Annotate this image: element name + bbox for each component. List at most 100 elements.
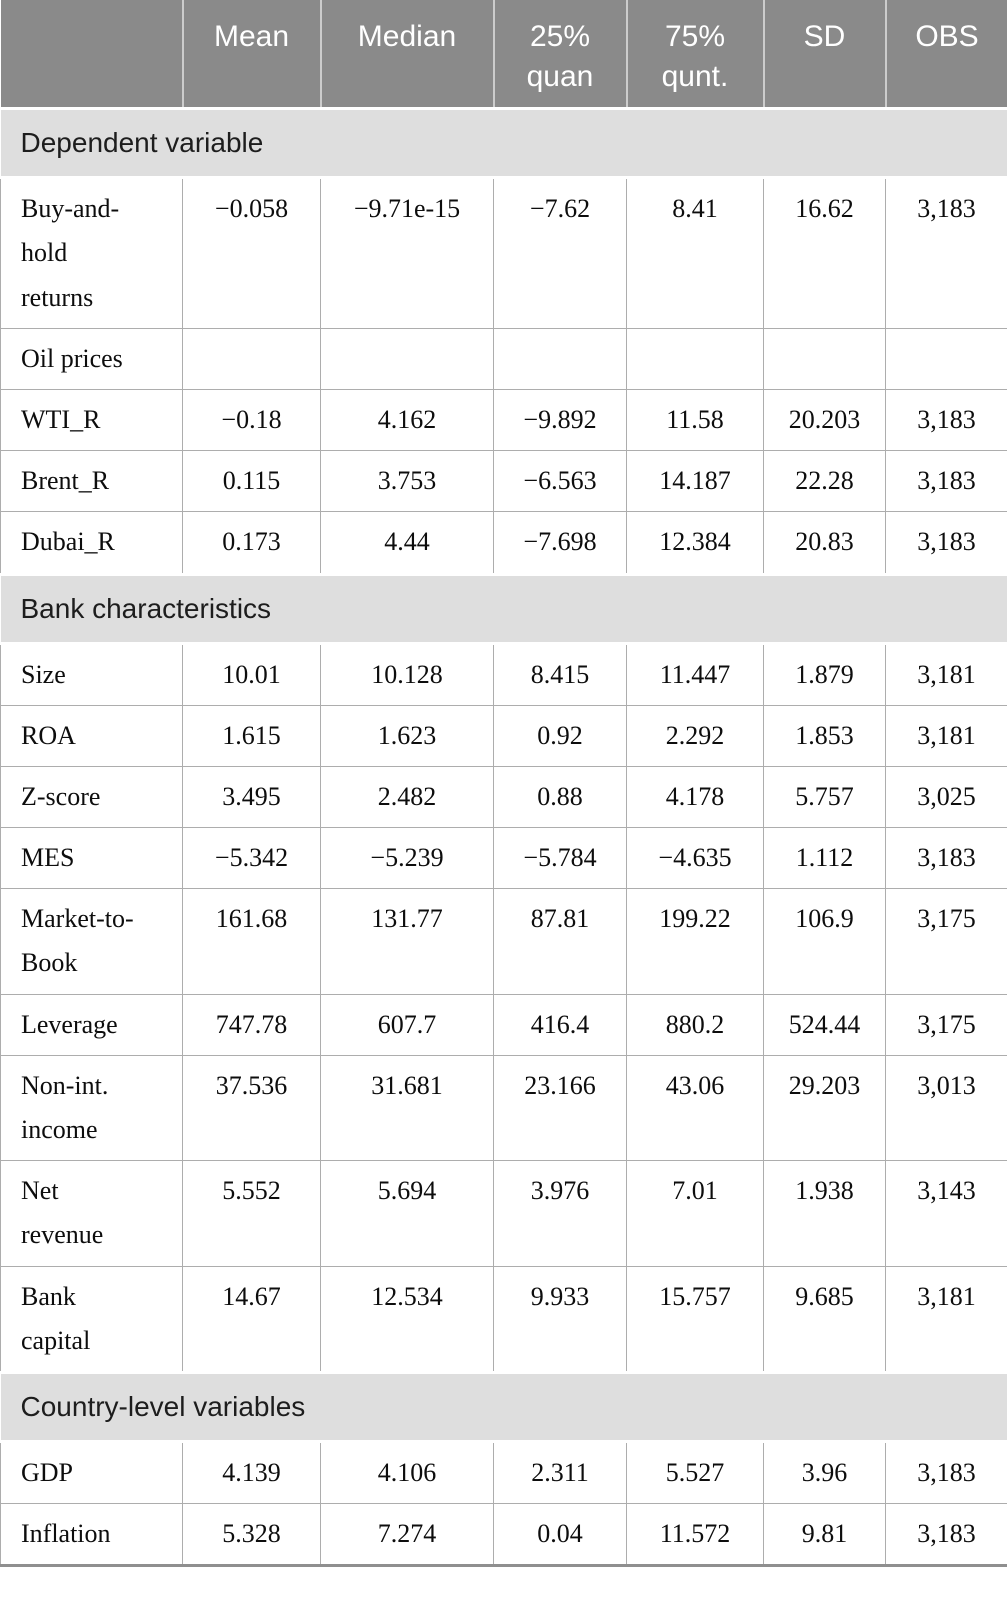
- value-cell: 29.203: [763, 1054, 886, 1162]
- value-cell: 7.01: [626, 1160, 764, 1267]
- value-cell: 416.4: [493, 993, 627, 1056]
- value-cell: 524.44: [763, 993, 886, 1056]
- section-row: Dependent variable: [0, 107, 1007, 180]
- value-cell: 9.933: [493, 1265, 627, 1373]
- value-cell: 4.106: [320, 1440, 494, 1505]
- value-cell: 14.67: [182, 1265, 321, 1373]
- row-label: GDP: [0, 1440, 183, 1505]
- header-sd: SD: [762, 0, 886, 111]
- value-cell: 0.92: [493, 704, 627, 767]
- value-cell: 16.62: [763, 177, 886, 329]
- value-cell: [763, 327, 886, 390]
- value-cell: −0.058: [182, 177, 321, 329]
- header-obs: OBS: [884, 0, 1007, 111]
- table-row: Buy-and- hold returns −0.058 −9.71e-15 −7.6…: [0, 177, 1007, 329]
- value-cell: 9.685: [763, 1265, 886, 1373]
- header-median: Median: [319, 0, 494, 111]
- table-row: Non-int. income 37.536 31.681 23.166 43.06 29…: [0, 1054, 1007, 1162]
- summary-statistics-table: Mean Median 25% quan 75% qunt. SD OBS De…: [0, 0, 1007, 1568]
- value-cell: 2.482: [320, 765, 494, 829]
- value-cell: 11.58: [626, 388, 764, 452]
- value-cell: 3,013: [885, 1054, 1007, 1162]
- value-cell: 22.28: [763, 450, 886, 513]
- row-label: Brent_R: [0, 450, 183, 513]
- value-cell: 20.203: [763, 388, 886, 452]
- value-cell: 10.128: [320, 642, 494, 706]
- value-cell: 1.853: [763, 704, 886, 767]
- value-cell: 7.274: [320, 1503, 494, 1567]
- row-label: Z-score: [0, 765, 183, 829]
- header-25-quantile: 25% quan: [492, 0, 627, 111]
- value-cell: [320, 327, 494, 390]
- value-cell: 880.2: [626, 993, 764, 1056]
- value-cell: −5.784: [493, 827, 627, 890]
- value-cell: 8.41: [626, 177, 764, 329]
- value-cell: [493, 327, 627, 390]
- table-row: ROA 1.615 1.623 0.92 2.292 1.853 3,181: [0, 704, 1007, 767]
- table-row: Brent_R 0.115 3.753 −6.563 14.187 22.28 3,183: [0, 450, 1007, 513]
- table-row: Market-to- Book 161.68 131.77 87.81 199.22 10…: [0, 888, 1007, 995]
- row-label: Leverage: [0, 993, 183, 1056]
- value-cell: 4.44: [320, 511, 494, 575]
- value-cell: 3,181: [885, 1265, 1007, 1373]
- value-cell: 3,143: [885, 1160, 1007, 1267]
- value-cell: 2.292: [626, 704, 764, 767]
- table-row: Dubai_R 0.173 4.44 −7.698 12.384 20.83 3,183: [0, 511, 1007, 575]
- value-cell: 1.623: [320, 704, 494, 767]
- section-label: Dependent variable: [0, 107, 1007, 180]
- table-row: Bank capital 14.67 12.534 9.933 15.757 9.685 3…: [0, 1265, 1007, 1373]
- value-cell: 8.415: [493, 642, 627, 706]
- value-cell: 87.81: [493, 888, 627, 995]
- row-label: Oil prices: [0, 327, 183, 390]
- table-row: Leverage 747.78 607.7 416.4 880.2 524.44 3,175: [0, 993, 1007, 1056]
- value-cell: 12.384: [626, 511, 764, 575]
- value-cell: −5.342: [182, 827, 321, 890]
- value-cell: 9.81: [763, 1503, 886, 1567]
- value-cell: 1.879: [763, 642, 886, 706]
- value-cell: 199.22: [626, 888, 764, 995]
- value-cell: 37.536: [182, 1054, 321, 1162]
- value-cell: 5.328: [182, 1503, 321, 1567]
- row-label: Size: [0, 642, 183, 706]
- value-cell: [626, 327, 764, 390]
- table-body: Dependent variable Buy-and- hold returns −…: [0, 107, 1007, 1567]
- value-cell: 747.78: [182, 993, 321, 1056]
- value-cell: −9.71e-15: [320, 177, 494, 329]
- section-row: Country-level variables: [0, 1370, 1007, 1443]
- value-cell: 31.681: [320, 1054, 494, 1162]
- value-cell: 0.173: [182, 511, 321, 575]
- value-cell: 3.753: [320, 450, 494, 513]
- value-cell: 11.572: [626, 1503, 764, 1567]
- table-row: Size 10.01 10.128 8.415 11.447 1.879 3,181: [0, 642, 1007, 706]
- row-label: Net revenue: [0, 1160, 183, 1267]
- value-cell: 3,183: [885, 1503, 1007, 1567]
- value-cell: 11.447: [626, 642, 764, 706]
- value-cell: 0.04: [493, 1503, 627, 1567]
- header-mean: Mean: [181, 0, 321, 111]
- table-row: Oil prices: [0, 327, 1007, 390]
- value-cell: 0.88: [493, 765, 627, 829]
- value-cell: 15.757: [626, 1265, 764, 1373]
- header-row: Mean Median 25% quan 75% qunt. SD OBS: [0, 0, 1007, 111]
- value-cell: −7.698: [493, 511, 627, 575]
- value-cell: 14.187: [626, 450, 764, 513]
- section-label: Country-level variables: [0, 1370, 1007, 1443]
- table-row: MES −5.342 −5.239 −5.784 −4.635 1.112 3,183: [0, 827, 1007, 890]
- value-cell: 0.115: [182, 450, 321, 513]
- value-cell: 1.938: [763, 1160, 886, 1267]
- value-cell: 3,183: [885, 388, 1007, 452]
- value-cell: 4.162: [320, 388, 494, 452]
- value-cell: 20.83: [763, 511, 886, 575]
- value-cell: 3,183: [885, 511, 1007, 575]
- value-cell: 5.552: [182, 1160, 321, 1267]
- value-cell: 5.694: [320, 1160, 494, 1267]
- section-row: Bank characteristics: [0, 572, 1007, 645]
- value-cell: −7.62: [493, 177, 627, 329]
- row-label: WTI_R: [0, 388, 183, 452]
- row-label: ROA: [0, 704, 183, 767]
- value-cell: 2.311: [493, 1440, 627, 1505]
- value-cell: 23.166: [493, 1054, 627, 1162]
- row-label: Non-int. income: [0, 1054, 183, 1162]
- row-label: Bank capital: [0, 1265, 183, 1373]
